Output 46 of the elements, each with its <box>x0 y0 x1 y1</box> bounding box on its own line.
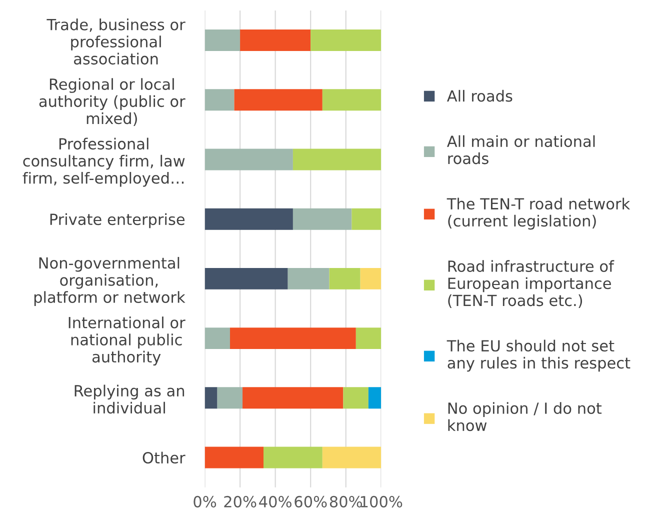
y-tick-label: International or national public authority <box>68 316 186 366</box>
bar <box>204 208 293 230</box>
y-tick-label: Replying as an individual <box>74 384 184 414</box>
bar <box>204 268 288 290</box>
x-tick-label: 100% <box>360 496 402 508</box>
bar <box>360 268 382 290</box>
bar <box>204 148 293 170</box>
y-tick-label: Professional consultancy firm, law firm, self-employed… <box>22 138 185 187</box>
legend-label: All main or national roads <box>446 135 595 164</box>
bar <box>329 268 360 290</box>
bar <box>204 387 218 409</box>
bar <box>310 30 382 52</box>
legend-label: All roads <box>446 90 512 102</box>
bar <box>264 446 322 468</box>
y-tick-label: Private enterprise <box>50 213 185 228</box>
x-tick-label: 0% <box>194 496 216 508</box>
y-tick-label: Other <box>142 452 186 464</box>
bar <box>368 387 382 409</box>
y-tick-label: Trade, business or professional association <box>46 18 186 65</box>
bar <box>322 89 382 111</box>
legend-label: The EU should not set any rules in this respect <box>446 340 630 372</box>
bar <box>288 268 330 290</box>
bar <box>230 328 356 350</box>
legend-label: The TEN-T road network (current legislation) <box>446 198 630 230</box>
bar <box>204 446 264 468</box>
bar <box>356 328 382 350</box>
y-tick-label: Regional or local authority (public or mixed) <box>39 78 186 126</box>
bar <box>322 446 382 468</box>
x-tick-label: 80% <box>330 496 362 508</box>
bar <box>242 387 344 409</box>
legend-label: No opinion / I do not know <box>448 402 602 432</box>
bar <box>204 328 230 350</box>
legend-label: Road infrastructure of European importance (TEN-T roads etc.) <box>448 260 614 308</box>
x-tick-label: 60% <box>294 496 327 508</box>
bar <box>292 148 382 170</box>
y-tick-label: Non-governmental organisation, platform or network <box>34 256 186 306</box>
x-tick-label: 20% <box>224 496 256 508</box>
bar <box>217 387 243 409</box>
bar <box>234 89 322 111</box>
bar <box>292 208 352 230</box>
x-tick-label: 40% <box>259 496 292 508</box>
bar <box>352 208 382 230</box>
bar <box>343 387 368 409</box>
bar <box>204 30 240 52</box>
bar <box>240 30 311 52</box>
bar <box>204 89 234 111</box>
